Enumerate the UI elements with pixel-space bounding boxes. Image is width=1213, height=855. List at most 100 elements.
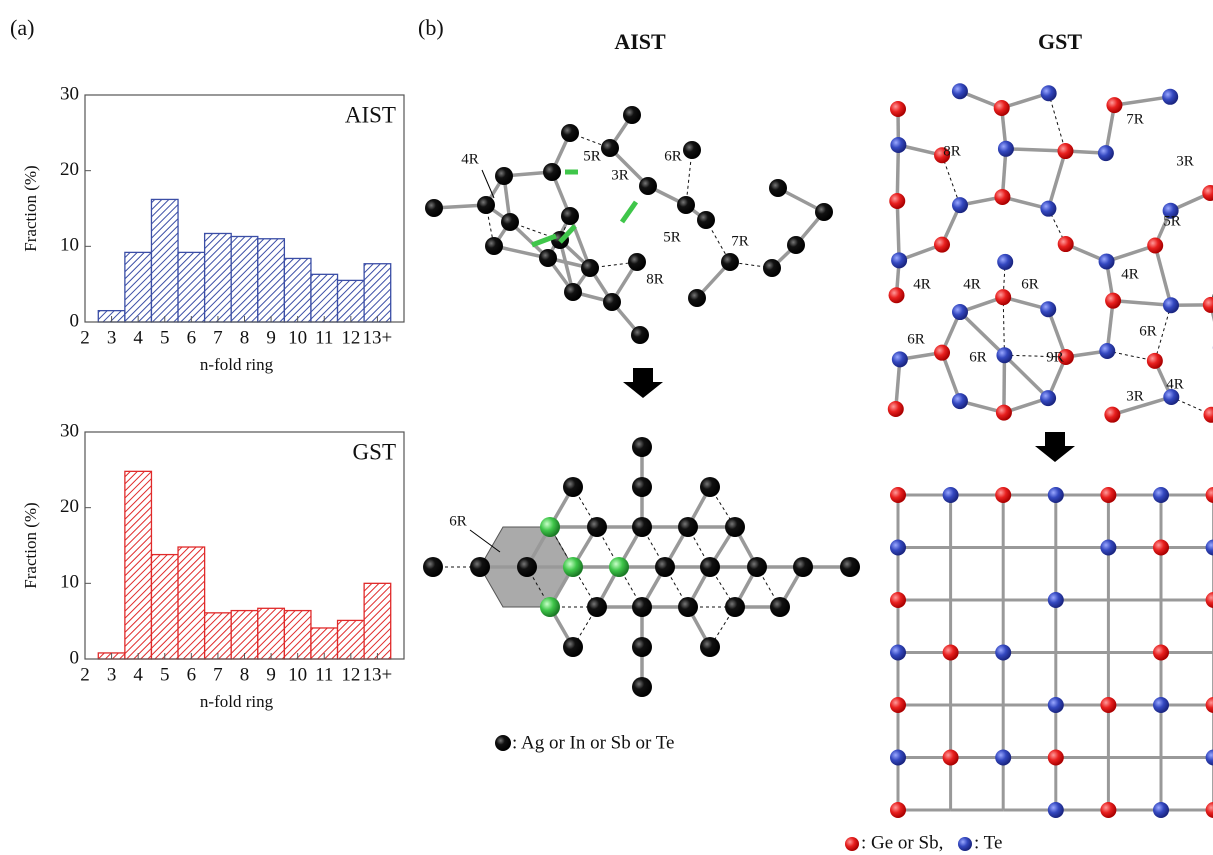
atom [425,199,443,217]
panel-label: (b) [418,15,444,40]
atom [951,304,968,321]
ring-label: 3R [1126,388,1144,404]
atom [587,597,607,617]
atom [1040,85,1057,102]
atom [1163,389,1180,406]
y-tick-label: 30 [60,83,79,104]
atom [1153,539,1169,556]
displacement-arrow [558,224,577,244]
ring-label: 3R [1176,153,1194,169]
atom [1202,296,1213,313]
atom [543,163,561,181]
bond [1104,104,1117,154]
atom [1205,697,1213,713]
atom [890,592,906,608]
atom [632,477,652,497]
atom [995,749,1012,766]
atom [423,557,443,577]
atom [951,393,968,410]
arrow [623,368,663,398]
atom [1098,253,1115,270]
atom [1047,749,1064,766]
x-tick-label: 8 [240,664,250,685]
atom [1047,487,1064,503]
y-tick-label: 20 [60,496,79,517]
atom [563,557,583,577]
x-tick-label: 8 [240,327,250,348]
x-tick-label: 7 [213,327,223,348]
atom [725,597,745,617]
bond [1000,148,1008,198]
ring-label: 6R [969,349,987,365]
atom [495,167,513,185]
atom [891,351,908,368]
atom [840,557,860,577]
bar [283,609,312,660]
legend-text: : Ge or Sb, [861,832,943,853]
atom [995,487,1012,503]
y-tick-label: 0 [70,647,80,668]
bar [124,470,153,660]
atom [890,101,906,117]
ring-label: 6R [1021,276,1039,292]
atom [994,188,1011,205]
atom [677,196,695,214]
atom [639,177,657,195]
atom [763,259,781,277]
bar [363,263,392,323]
bond [1106,243,1156,264]
atom [631,326,649,344]
atom [995,289,1012,306]
y-tick-label: 10 [60,235,79,256]
y-axis-label: Fraction (%) [21,165,40,251]
y-tick-label: 30 [60,420,79,441]
atom [632,597,652,617]
bar [283,257,312,323]
atom [1057,236,1074,253]
leader [469,529,501,553]
atom [1153,644,1169,661]
y-tick-label: 10 [60,572,79,593]
ring-label: 4R [913,276,931,292]
atom [787,236,805,254]
bar [150,198,179,323]
bond [1002,297,1005,356]
x-tick-label: 2 [80,327,90,348]
atom [1147,237,1164,254]
atom [697,211,715,229]
atom [815,203,833,221]
ring-label: 5R [1163,213,1181,229]
atom [1106,97,1123,114]
x-tick-label: 5 [160,327,170,348]
x-tick-label: 6 [187,327,197,348]
structure-diagrams: 4R 5R 3R 6R 5R 7R 8R 6R: Ag or In or Sb or Te 8R… [423,83,1213,853]
atom [890,487,906,503]
legend-text: : Te [974,832,1002,853]
ring-label: 8R [646,271,664,287]
atom [623,106,641,124]
legend-text: : Ag or In or Sb or Te [512,732,674,753]
atom [628,253,646,271]
bond [1046,150,1068,210]
bar [363,582,392,660]
bar [124,251,153,323]
bond [941,155,961,206]
atom [942,487,959,503]
y-tick-label: 0 [70,310,80,331]
atom [587,517,607,537]
bar [336,619,365,660]
atom [934,147,951,164]
atom [1162,297,1179,314]
bond [1048,93,1066,152]
atom [655,557,675,577]
atom [890,697,906,713]
atom [1099,342,1116,359]
atom [1100,697,1117,713]
atom [1205,749,1213,766]
panel-label: (a) [10,15,34,40]
ring-label: 8R [943,143,961,159]
atom [564,283,582,301]
atom [942,749,959,766]
bond [1114,95,1171,107]
bar [257,607,286,660]
